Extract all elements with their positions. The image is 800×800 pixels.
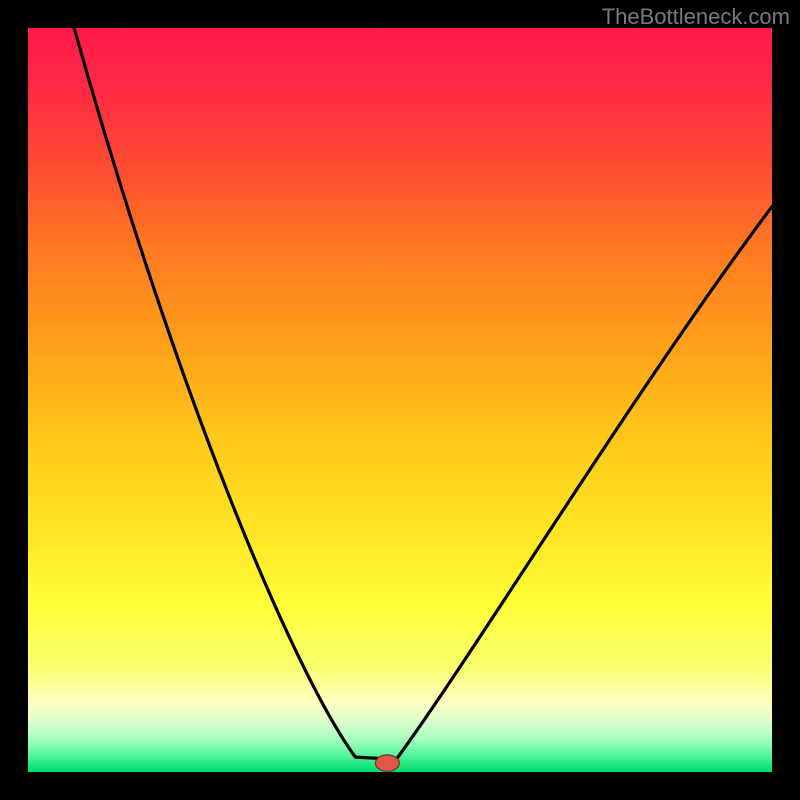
bottleneck-chart — [0, 0, 800, 800]
watermark-text: TheBottleneck.com — [602, 4, 790, 30]
gradient-background — [28, 28, 772, 772]
stage: TheBottleneck.com — [0, 0, 800, 800]
optimal-marker — [375, 755, 399, 771]
plot-area — [28, 28, 772, 772]
